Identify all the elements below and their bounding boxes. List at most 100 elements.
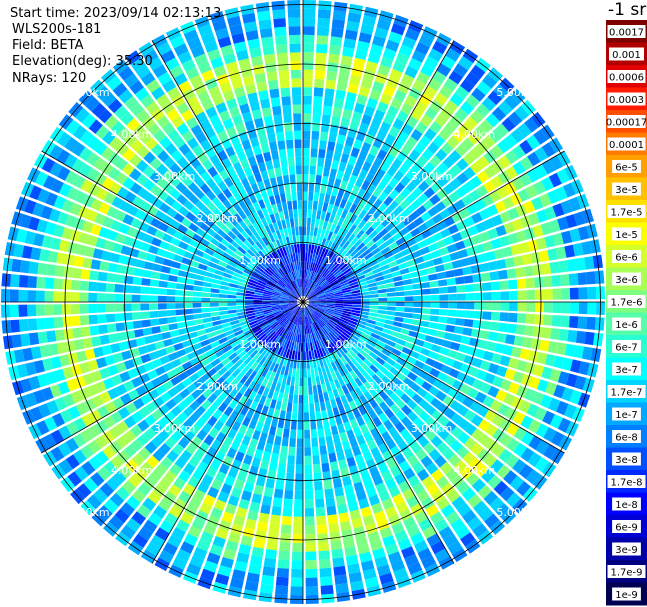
range-gate-cell [402,216,413,226]
range-gate-cell [382,47,397,60]
range-gate-cell [28,216,40,231]
range-gate-cell [271,506,282,516]
range-gate-cell [270,332,278,341]
range-gate-cell [40,205,53,220]
range-gate-cell [316,524,328,534]
range-gate-cell [290,323,295,332]
range-gate-cell [318,192,325,203]
range-gate-cell [421,229,432,239]
range-gate-cell [323,479,333,490]
range-gate-cell [88,281,98,292]
colorbar-tick-label: 0.0006 [609,73,644,84]
range-gate-cell [489,190,502,203]
range-gate-cell [284,310,292,317]
range-gate-cell [386,292,396,297]
range-gate-cell [244,147,254,159]
range-gate-cell [505,150,519,164]
range-gate-cell [312,385,318,395]
range-gate-cell [428,448,441,461]
range-gate-cell [260,322,269,329]
colorbar-tick-label: 3e-9 [615,545,638,556]
range-gate-cell [255,421,264,432]
range-gate-cell [274,335,281,344]
range-gate-cell [184,228,196,239]
range-gate-cell [489,271,500,281]
range-gate-cell [238,209,247,220]
range-label: 3.00km [411,422,453,435]
range-gate-cell [303,130,311,140]
range-gate-cell [306,324,310,334]
range-gate-cell [443,77,458,92]
range-gate-cell [259,356,267,366]
range-gate-cell [249,246,258,255]
range-gate-cell [299,287,302,297]
range-gate-cell [274,26,287,37]
range-gate-cell [327,390,335,400]
range-gate-cell [346,456,356,468]
range-gate-cell [360,288,369,293]
range-gate-cell [118,223,130,235]
range-gate-cell [122,214,134,226]
range-gate-cell [436,354,447,364]
range-gate-cell [111,196,124,209]
range-gate-cell [112,470,127,485]
range-gate-cell [52,413,65,428]
range-gate-cell [257,385,266,395]
range-gate-cell [175,303,184,309]
range-gate-cell [257,365,266,376]
range-gate-cell [294,333,298,343]
range-gate-cell [499,280,509,290]
range-gate-cell [289,52,301,62]
range-gate-cell [263,487,274,498]
range-gate-cell [284,311,293,318]
range-gate-cell [98,202,111,215]
range-gate-cell [252,243,261,253]
range-gate-cell [167,86,181,100]
range-gate-cell [306,290,313,298]
range-gate-cell [367,52,381,64]
range-gate-cell [303,8,316,18]
range-gate-cell [297,333,300,343]
range-gate-cell [261,377,269,387]
range-gate-cell [240,535,253,547]
range-gate-cell [247,358,256,368]
range-gate-cell [143,179,156,191]
range-gate-cell [334,291,343,295]
range-gate-cell [95,380,107,393]
range-gate-cell [464,284,475,292]
range-gate-cell [338,367,346,377]
range-gate-cell [217,243,228,252]
range-gate-cell [133,267,144,277]
range-gate-cell [373,325,384,332]
range-gate-cell [467,387,479,400]
range-gate-cell [407,410,419,422]
range-gate-cell [467,131,481,145]
range-gate-cell [303,217,307,227]
range-gate-cell [380,141,392,153]
range-gate-cell [79,304,89,314]
range-gate-cell [223,436,234,447]
range-gate-cell [181,109,194,122]
range-gate-cell [419,410,431,423]
range-gate-cell [254,72,266,84]
range-gate-cell [307,291,314,298]
range-gate-cell [428,385,440,397]
range-label: 1.00km [239,338,281,351]
range-gate-cell [264,257,272,266]
range-gate-cell [205,466,218,478]
range-gate-cell [227,428,237,440]
range-gate-cell [517,122,532,138]
range-gate-cell [525,313,535,325]
range-gate-cell [238,424,248,435]
range-gate-cell [560,274,570,286]
range-gate-cell [238,543,252,555]
range-gate-cell [30,406,43,422]
range-gate-cell [312,359,317,368]
colorbar-tick-label: 6e-7 [615,343,638,354]
range-gate-cell [288,302,297,304]
range-gate-cell [222,90,235,102]
range-gate-cell [222,344,233,353]
range-gate-cell [342,291,352,296]
range-gate-cell [450,413,463,425]
range-gate-cell [449,114,463,128]
